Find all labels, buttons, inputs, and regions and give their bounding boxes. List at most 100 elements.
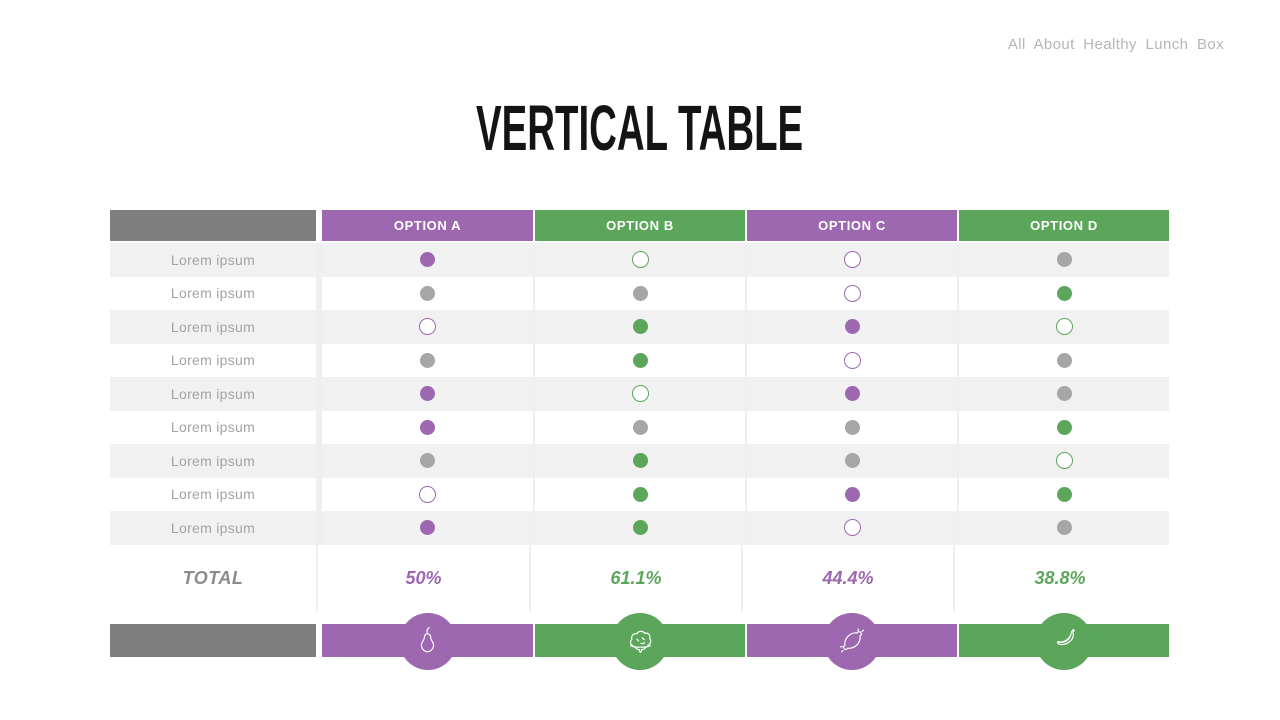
dot-cell (959, 411, 1169, 445)
row-label: Lorem ipsum (110, 444, 322, 478)
gray-filled-dot-icon (420, 285, 435, 301)
pear-icon (399, 612, 456, 670)
dot-cell (959, 377, 1169, 411)
green-filled-dot-icon (632, 319, 648, 335)
purple-filled-dot-icon (420, 386, 435, 402)
banana-icon (1035, 612, 1093, 670)
green-filled-dot-icon (632, 352, 648, 368)
dot-cell (322, 310, 535, 344)
dot-cell (322, 511, 535, 545)
footer-segment-option-c (747, 612, 957, 672)
total-option-a: 50% (318, 544, 531, 612)
purple-filled-dot-icon (420, 419, 435, 435)
purple-outline-dot-icon (419, 318, 436, 336)
row-label: Lorem ipsum (110, 511, 322, 545)
dot-cell (747, 343, 959, 377)
header-option-a: OPTION A (322, 210, 533, 241)
total-option-b: 61.1% (531, 544, 743, 612)
dot-cell (535, 377, 747, 411)
dot-cell (535, 310, 747, 344)
dot-cell (322, 243, 535, 277)
footer-segment-option-b (535, 612, 745, 672)
dot-cell (747, 444, 959, 478)
row-label: Lorem ipsum (110, 343, 322, 377)
purple-filled-dot-icon (844, 319, 860, 335)
purple-filled-dot-icon (844, 386, 860, 402)
gray-filled-dot-icon (1056, 520, 1072, 536)
header-option-b: OPTION B (535, 210, 745, 241)
dot-cell (747, 410, 959, 444)
dot-cell (535, 243, 747, 277)
purple-outline-dot-icon (843, 284, 861, 302)
gray-filled-dot-icon (420, 352, 435, 368)
gray-filled-dot-icon (420, 453, 435, 469)
dot-cell (322, 477, 535, 511)
dot-cell (959, 243, 1169, 277)
total-option-d: 38.8% (1034, 567, 1086, 588)
table-body: Lorem ipsum Lorem ipsum Lorem ipsum Lorem i… (110, 243, 1169, 545)
purple-outline-dot-icon (843, 251, 861, 269)
dot-cell (535, 444, 747, 478)
dot-cell (747, 310, 959, 344)
footer-segment-option-a (322, 612, 533, 672)
row-label: Lorem ipsum (110, 243, 322, 277)
green-outline-dot-icon (1055, 318, 1073, 336)
dot-cell (747, 276, 959, 310)
green-filled-dot-icon (1056, 486, 1072, 502)
dot-cell (322, 410, 535, 444)
dot-cell (535, 343, 747, 377)
green-outline-dot-icon (631, 251, 649, 269)
green-filled-dot-icon (1056, 285, 1072, 301)
dot-cell (322, 444, 535, 478)
table-row: Lorem ipsum (110, 410, 1169, 445)
brand-text: All About Healthy Lunch Box (1007, 36, 1224, 53)
dot-cell (535, 410, 747, 444)
table-row: Lorem ipsum (110, 310, 1169, 344)
gray-filled-dot-icon (1056, 352, 1072, 368)
green-filled-dot-icon (632, 453, 648, 469)
green-filled-dot-icon (632, 486, 648, 502)
table-row: Lorem ipsum (110, 243, 1169, 277)
purple-outline-dot-icon (419, 485, 436, 503)
dot-cell (959, 310, 1169, 344)
dot-cell (747, 377, 959, 411)
dot-cell (959, 277, 1169, 311)
green-outline-dot-icon (1055, 452, 1073, 470)
row-label: Lorem ipsum (110, 276, 322, 310)
gray-filled-dot-icon (632, 285, 648, 301)
header-blank-cell (110, 210, 316, 241)
purple-filled-dot-icon (420, 252, 435, 268)
purple-outline-dot-icon (843, 519, 861, 537)
table-row: Lorem ipsum (110, 343, 1169, 378)
vertical-table: OPTION A OPTION B OPTION C OPTION D Lore… (110, 210, 1169, 672)
table-row: Lorem ipsum (110, 511, 1169, 545)
dot-cell (535, 511, 747, 545)
row-label: Lorem ipsum (110, 377, 322, 411)
gray-filled-dot-icon (1056, 386, 1072, 402)
cabbage-icon (611, 612, 669, 670)
gray-filled-dot-icon (844, 453, 860, 469)
row-label: Lorem ipsum (110, 310, 322, 344)
green-outline-dot-icon (631, 385, 649, 403)
page-title: VERTICAL TABLE (476, 92, 804, 164)
dot-cell (959, 478, 1169, 512)
total-label: TOTAL (110, 544, 318, 612)
green-filled-dot-icon (1056, 419, 1072, 435)
row-label: Lorem ipsum (110, 477, 322, 511)
dot-cell (747, 243, 959, 277)
dot-cell (959, 344, 1169, 378)
dot-cell (322, 377, 535, 411)
purple-filled-dot-icon (844, 486, 860, 502)
dot-cell (959, 444, 1169, 478)
footer-blank-segment (110, 612, 316, 672)
gray-filled-dot-icon (632, 419, 648, 435)
dot-cell (535, 477, 747, 511)
green-filled-dot-icon (632, 520, 648, 536)
table-row: Lorem ipsum (110, 276, 1169, 311)
purple-outline-dot-icon (843, 351, 861, 369)
footer-segment-option-d (959, 612, 1169, 672)
dot-cell (535, 276, 747, 310)
footer-bar (110, 612, 1169, 672)
header-option-d: OPTION D (959, 210, 1169, 241)
total-option-c: 44.4% (743, 544, 955, 612)
